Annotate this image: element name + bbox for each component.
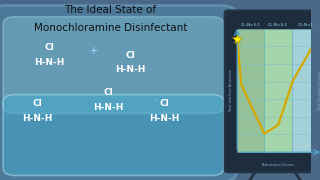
Text: Cl: Cl: [32, 99, 42, 108]
Text: H-N-H: H-N-H: [115, 65, 146, 74]
FancyBboxPatch shape: [3, 17, 224, 113]
FancyBboxPatch shape: [3, 94, 224, 176]
FancyBboxPatch shape: [0, 5, 236, 180]
Bar: [292, 29, 319, 152]
Bar: [237, 29, 265, 152]
Text: Total and Free Ammonia: Total and Free Ammonia: [229, 69, 233, 112]
Text: Cl₂:N>5:1: Cl₂:N>5:1: [241, 23, 261, 27]
Text: Ammonia Doses: Ammonia Doses: [262, 163, 294, 167]
Text: Cl: Cl: [126, 51, 135, 60]
Text: Cl₂:N=5:1: Cl₂:N=5:1: [268, 23, 288, 27]
Text: The Ideal State of: The Ideal State of: [64, 5, 156, 15]
Text: Total Residual Chlorine: Total Residual Chlorine: [318, 70, 320, 111]
Text: H-N-H: H-N-H: [22, 114, 52, 123]
Text: Cl: Cl: [45, 43, 55, 52]
Text: ·: ·: [154, 96, 157, 106]
Bar: [265, 29, 292, 152]
Text: H-N-H: H-N-H: [149, 114, 180, 123]
Text: H-N-H: H-N-H: [93, 103, 124, 112]
Text: Cl₂:N<1: Cl₂:N<1: [298, 23, 314, 27]
Text: Monochloramine Disinfectant: Monochloramine Disinfectant: [34, 23, 187, 33]
Text: Cl: Cl: [104, 88, 114, 97]
FancyBboxPatch shape: [225, 10, 320, 172]
Text: H-N-H: H-N-H: [35, 58, 65, 67]
Text: +: +: [89, 46, 97, 56]
Text: Cl: Cl: [160, 99, 170, 108]
